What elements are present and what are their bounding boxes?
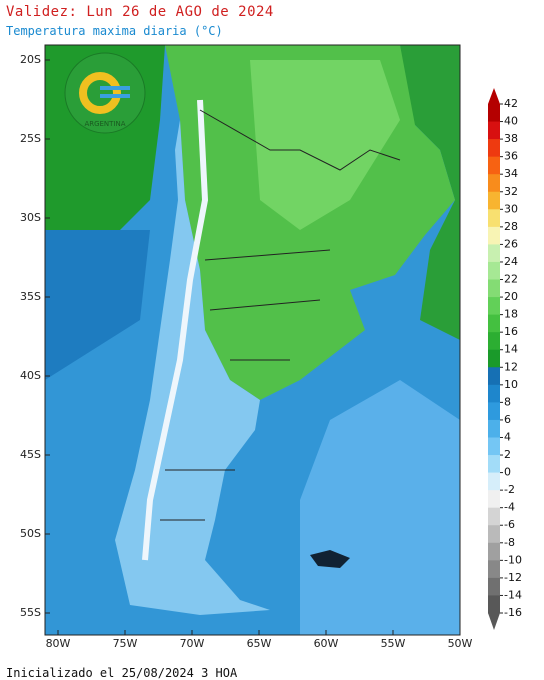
- colorbar-label: 18: [504, 308, 518, 321]
- subtitle: Temperatura maxima diaria (°C): [6, 24, 223, 38]
- lat-label: 35S: [20, 290, 41, 303]
- colorbar-segment: [488, 244, 500, 263]
- colorbar-label: 26: [504, 237, 518, 250]
- colorbar-label: 38: [504, 132, 518, 145]
- colorbar-segment: [488, 542, 500, 561]
- logo-circle: [64, 52, 146, 134]
- logo: ARGENTINA: [64, 52, 146, 134]
- colorbar-segment: [488, 384, 500, 403]
- colorbar-segment: [488, 595, 500, 614]
- colorbar-segment: [488, 402, 500, 421]
- colorbar-arrow-top: [488, 88, 500, 104]
- title: Validez: Lun 26 de AGO de 2024: [6, 4, 274, 20]
- colorbar-segment: [488, 121, 500, 140]
- lat-label: 45S: [20, 448, 41, 461]
- axes: 20S 25S 30S 35S 40S 45S 50S 55S 80W 75W 70W 65W 60W 5…: [20, 53, 473, 650]
- colorbar-label: 34: [504, 167, 518, 180]
- colorbar-segment: [488, 279, 500, 298]
- colorbar-segment: [488, 191, 500, 210]
- colorbar-label: 16: [504, 325, 518, 338]
- colorbar-segment: [488, 297, 500, 316]
- lon-label: 50W: [448, 637, 473, 650]
- colorbar-segment: [488, 455, 500, 474]
- colorbar-segment: [488, 226, 500, 245]
- colorbar-label: 36: [504, 150, 518, 163]
- colorbar-label: 12: [504, 360, 518, 373]
- lat-label: 20S: [20, 53, 41, 66]
- colorbar-segment: [488, 314, 500, 333]
- land-warm: [250, 60, 400, 230]
- colorbar: 424038363432302826242220181614121086420-…: [488, 88, 522, 630]
- lon-label: 70W: [180, 637, 205, 650]
- colorbar-segment: [488, 525, 500, 544]
- colorbar-label: -12: [504, 571, 522, 584]
- footer: Inicializado el 25/08/2024 3 HOA: [6, 666, 238, 680]
- borders: [160, 109, 401, 521]
- colorbar-segment: [488, 577, 500, 596]
- logo-text: ARGENTINA: [84, 120, 125, 128]
- colorbar-label: -4: [504, 501, 515, 514]
- lat-label: 55S: [20, 606, 41, 619]
- lat-label: 25S: [20, 132, 41, 145]
- colorbar-segment: [488, 472, 500, 491]
- colorbar-label: -6: [504, 518, 515, 531]
- ocean-warm: [300, 380, 460, 635]
- map-frame: [44, 44, 461, 636]
- colorbar-label: 24: [504, 255, 518, 268]
- colorbar-segment: [488, 261, 500, 281]
- colorbar-label: -14: [504, 588, 522, 601]
- colorbar-label: 32: [504, 185, 518, 198]
- colorbar-segment: [488, 209, 500, 228]
- lat-label: 50S: [20, 527, 41, 540]
- colorbar-label: 20: [504, 290, 518, 303]
- lon-label: 55W: [381, 637, 406, 650]
- colorbar-label: 28: [504, 220, 518, 233]
- colorbar-segment: [488, 367, 500, 386]
- lon-label: 75W: [113, 637, 138, 650]
- colorbar-arrow-bottom: [488, 613, 500, 630]
- colorbar-segment: [488, 174, 500, 193]
- colorbar-segment: [488, 419, 500, 438]
- lon-label: 65W: [247, 637, 272, 650]
- colorbar-label: -2: [504, 483, 515, 496]
- colorbar-label: 2: [504, 448, 511, 461]
- colorbar-segment: [488, 349, 500, 368]
- colorbar-label: 42: [504, 97, 518, 110]
- colorbar-label: 4: [504, 430, 511, 443]
- lat-label: 30S: [20, 211, 41, 224]
- lat-label: 40S: [20, 369, 41, 382]
- colorbar-label: 0: [504, 466, 511, 479]
- colorbar-segment: [488, 437, 500, 456]
- colorbar-segment: [488, 490, 500, 509]
- colorbar-segment: [488, 104, 500, 123]
- colorbar-label: 8: [504, 395, 511, 408]
- andes: [142, 99, 209, 561]
- islands: [310, 550, 350, 568]
- colorbar-segment: [488, 332, 500, 351]
- colorbar-label: -10: [504, 553, 522, 566]
- ocean-green-east: [400, 45, 460, 340]
- colorbar-label: 10: [504, 378, 518, 391]
- colorbar-label: -8: [504, 536, 515, 549]
- colorbar-label: 14: [504, 343, 518, 356]
- logo-waves: [100, 86, 130, 98]
- map-area: ARGENTINA: [44, 44, 461, 636]
- colorbar-label: -16: [504, 606, 522, 619]
- lon-label: 80W: [46, 637, 71, 650]
- colorbar-label: 30: [504, 202, 518, 215]
- ocean-band: [45, 230, 150, 380]
- colorbar-label: 6: [504, 413, 511, 426]
- lon-label: 60W: [314, 637, 339, 650]
- colorbar-label: 40: [504, 115, 518, 128]
- colorbar-segment: [488, 139, 500, 158]
- colorbar-segment: [488, 507, 500, 526]
- colorbar-segment: [488, 156, 500, 175]
- colorbar-label: 22: [504, 273, 518, 286]
- colorbar-segment: [488, 560, 500, 579]
- logo-ring: [79, 72, 121, 114]
- map-figure: ARGENTINA 20S 25S 30S 35S 40S 45S 50S 55S 80W 75W…: [20, 44, 522, 650]
